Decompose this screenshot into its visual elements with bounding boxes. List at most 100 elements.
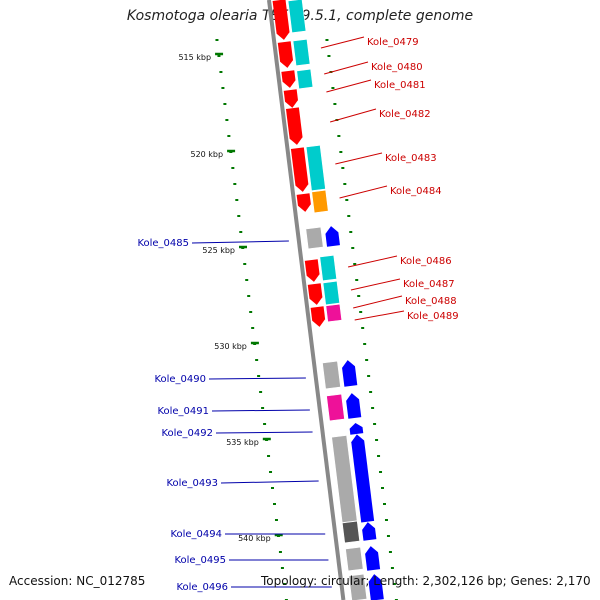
leader-Kole_0486	[347, 255, 398, 268]
label-Kole_0490: Kole_0490	[154, 374, 206, 385]
gene-Kole_0484	[290, 147, 309, 192]
cog-Kole_0486	[319, 254, 337, 282]
gene-Kole_0495	[365, 546, 381, 571]
cog-Kole_0494-shape	[341, 520, 360, 544]
kbp-tick-label: 540 kbp	[238, 534, 271, 543]
label-Kole_0485: Kole_0485	[137, 238, 189, 249]
label-Kole_0480: Kole_0480	[371, 62, 423, 73]
gene-Kole_0481-shape	[281, 70, 296, 88]
kbp-tick-label: 535 kbp	[226, 438, 259, 447]
gene-Kole_0496-shape	[368, 574, 384, 600]
cog-Kole_0486-shape	[319, 254, 337, 282]
gene-Kole_0484-shape	[290, 147, 309, 192]
gene-Kole_0483-shape	[285, 107, 303, 145]
cog-Kole_0491-shape	[326, 393, 345, 422]
cog-Kole_0493	[331, 435, 358, 523]
leader-Kole_0492	[215, 431, 313, 434]
cog-Kole_0490-shape	[322, 360, 341, 390]
left-tick-guide	[215, 39, 288, 600]
gene-Kole_0489	[310, 306, 326, 327]
gene-Kole_0488-shape	[307, 283, 323, 305]
label-Kole_0488: Kole_0488	[405, 296, 457, 307]
cog-Kole_0493-shape	[331, 435, 358, 523]
leader-Kole_0488	[353, 295, 403, 309]
gene-Kole_0481	[281, 70, 296, 88]
cog-Kole_0488	[325, 303, 343, 323]
gene-Kole_0493	[351, 434, 375, 523]
gene-Kole_0491-shape	[346, 393, 362, 419]
gene-Kole_0485-shape	[325, 226, 340, 247]
cog-Kole_0483-shape	[305, 144, 326, 192]
cog-Kole_0484-shape	[311, 189, 329, 214]
cog-Kole_0495	[345, 546, 364, 572]
leader-Kole_0491	[211, 409, 310, 412]
label-Kole_0496: Kole_0496	[176, 582, 228, 593]
cog-Kole_0481	[296, 68, 314, 90]
genome-backbone	[267, 0, 346, 600]
leader-Kole_0487	[350, 278, 401, 291]
cog-Kole_0487	[322, 280, 340, 306]
gene-Kole_0496	[368, 574, 384, 600]
leader-Kole_0493	[220, 480, 319, 484]
kbp-tick-label: 525 kbp	[202, 246, 235, 255]
leader-Kole_0482	[329, 108, 377, 123]
cog-Kole_0490	[322, 360, 341, 390]
gene-Kole_0485	[325, 226, 340, 247]
gene-Kole_0493-shape	[351, 434, 375, 523]
leader-Kole_0484	[339, 185, 388, 199]
leader-Kole_0485	[191, 240, 289, 244]
gene-Kole_0479	[272, 0, 290, 40]
gene-Kole_0486	[296, 193, 311, 212]
cog-Kole_0479-shape	[287, 0, 307, 34]
accession-label: Accession: NC_012785	[9, 574, 146, 588]
gene-Kole_0479-shape	[272, 0, 290, 40]
label-Kole_0493: Kole_0493	[166, 478, 218, 489]
leader-Kole_0481	[326, 79, 372, 93]
gene-Kole_0487	[304, 259, 320, 282]
cog-Kole_0494	[341, 520, 360, 544]
gene-Kole_0486-shape	[296, 193, 311, 212]
cog-Kole_0491	[326, 393, 345, 422]
cog-Kole_0485	[305, 226, 324, 250]
genome-stats-label: Topology: circular; Length: 2,302,126 bp…	[261, 574, 591, 588]
label-Kole_0486: Kole_0486	[400, 256, 452, 267]
cog-Kole_0485-shape	[305, 226, 324, 250]
gene-Kole_0494	[362, 522, 377, 541]
cog-Kole_0483	[305, 144, 326, 192]
gene-Kole_0491	[346, 393, 362, 419]
gene-Kole_0490-shape	[342, 360, 358, 387]
leader-Kole_0479	[320, 36, 365, 49]
right-tick-guide	[325, 39, 398, 600]
cog-Kole_0495-shape	[345, 546, 364, 572]
leader-Kole_0489	[354, 310, 405, 321]
gene-Kole_0489-shape	[310, 306, 326, 327]
cog-Kole_0480-shape	[292, 38, 311, 67]
leader-Kole_0483	[335, 152, 383, 165]
gene-Kole_0483	[285, 107, 303, 145]
leader-Kole_0480	[324, 61, 369, 75]
cog-Kole_0479	[287, 0, 307, 34]
cog-Kole_0480	[292, 38, 311, 67]
label-Kole_0489: Kole_0489	[407, 311, 459, 322]
label-Kole_0483: Kole_0483	[385, 153, 437, 164]
label-Kole_0479: Kole_0479	[367, 37, 419, 48]
cog-Kole_0487-shape	[322, 280, 340, 306]
gene-Kole_0492	[349, 423, 364, 435]
kbp-tick-label: 530 kbp	[214, 342, 247, 351]
gene-Kole_0490	[342, 360, 358, 387]
gene-Kole_0482-shape	[283, 89, 298, 108]
cog-Kole_0488-shape	[325, 303, 343, 323]
gene-Kole_0488	[307, 283, 323, 305]
leader-Kole_0490	[208, 377, 306, 380]
label-Kole_0491: Kole_0491	[157, 406, 209, 417]
label-Kole_0495: Kole_0495	[174, 555, 226, 566]
kbp-tick-label: 515 kbp	[178, 53, 211, 62]
gene-Kole_0480	[277, 41, 294, 68]
gene-Kole_0494-shape	[362, 522, 377, 541]
cog-Kole_0484	[311, 189, 329, 214]
gene-Kole_0482	[283, 89, 298, 108]
label-Kole_0482: Kole_0482	[379, 109, 431, 120]
gene-Kole_0487-shape	[304, 259, 320, 282]
gene-Kole_0480-shape	[277, 41, 294, 68]
